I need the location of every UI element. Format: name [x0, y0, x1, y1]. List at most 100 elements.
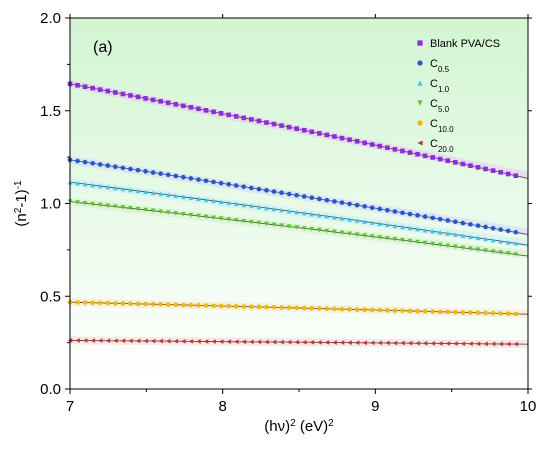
- data-point: [354, 232, 360, 238]
- data-point: [332, 340, 337, 345]
- data-point: [362, 340, 367, 346]
- data-point: [233, 304, 239, 309]
- data-point: [97, 202, 103, 208]
- data-point: [256, 220, 262, 226]
- data-point: [347, 340, 352, 345]
- data-point: [513, 229, 519, 235]
- data-point: [105, 203, 111, 209]
- data-point: [445, 341, 451, 346]
- data-point: [203, 108, 209, 113]
- data-point: [249, 203, 254, 209]
- data-point: [218, 216, 224, 221]
- data-point: [120, 165, 126, 171]
- panel-label: (a): [93, 39, 113, 56]
- data-point: [241, 184, 247, 190]
- data-point: [165, 302, 171, 307]
- data-point: [362, 140, 367, 146]
- legend-marker: [417, 100, 423, 106]
- data-point: [173, 193, 179, 199]
- data-point: [324, 306, 330, 311]
- data-point: [135, 206, 141, 212]
- data-point: [400, 210, 405, 216]
- data-point: [324, 213, 330, 219]
- data-point: [505, 341, 511, 347]
- series-4-points: [67, 299, 519, 317]
- data-point: [128, 166, 133, 172]
- data-point: [339, 135, 345, 141]
- data-point: [483, 248, 488, 253]
- data-point: [430, 155, 435, 160]
- data-point: [90, 161, 95, 166]
- data-point: [294, 126, 299, 132]
- data-point: [347, 231, 352, 237]
- data-point: [181, 194, 186, 200]
- data-point: [332, 134, 337, 139]
- data-point: [158, 191, 163, 197]
- data-point: [135, 338, 141, 344]
- data-point: [369, 220, 375, 225]
- data-point: [173, 102, 179, 107]
- data-point: [188, 212, 194, 218]
- data-point: [453, 219, 458, 225]
- series-3-points: [67, 199, 519, 257]
- data-point: [271, 121, 277, 127]
- data-point: [339, 340, 345, 345]
- data-point: [453, 341, 458, 346]
- data-point: [90, 300, 95, 306]
- data-point: [400, 340, 405, 346]
- data-point: [97, 338, 103, 343]
- series-2-points: [67, 179, 519, 246]
- data-point: [150, 301, 156, 307]
- data-point: [241, 304, 247, 309]
- data-point: [264, 188, 269, 193]
- data-point: [468, 163, 473, 168]
- data-point: [430, 341, 435, 346]
- data-point: [188, 339, 194, 344]
- data-point: [498, 170, 503, 175]
- data-point: [203, 303, 209, 308]
- series-1-points: [67, 157, 519, 235]
- data-point: [317, 306, 322, 311]
- data-point: [362, 219, 367, 224]
- data-point: [468, 234, 473, 240]
- data-point: [505, 239, 511, 245]
- data-point: [264, 120, 269, 125]
- data-point: [286, 224, 292, 229]
- data-point: [256, 118, 262, 124]
- data-point: [415, 213, 420, 218]
- data-point: [173, 211, 179, 216]
- data-point: [294, 209, 299, 215]
- data-point: [82, 159, 88, 165]
- data-point: [233, 183, 239, 188]
- data-point: [415, 340, 420, 346]
- data-point: [392, 237, 398, 242]
- data-point: [483, 236, 488, 242]
- data-point: [513, 241, 519, 246]
- data-point: [422, 341, 428, 346]
- data-point: [392, 209, 398, 214]
- data-point: [362, 204, 367, 209]
- data-point: [301, 226, 307, 231]
- data-point: [437, 230, 443, 235]
- legend-marker: [417, 40, 423, 46]
- data-point: [453, 309, 458, 315]
- data-point: [347, 217, 352, 222]
- data-point: [82, 300, 88, 305]
- data-point: [354, 307, 360, 312]
- data-point: [498, 250, 503, 255]
- data-point: [392, 223, 398, 229]
- data-point: [369, 234, 375, 239]
- data-point: [317, 340, 322, 345]
- x-tick-label: 7: [66, 398, 74, 415]
- data-point: [400, 308, 405, 314]
- data-point: [437, 242, 443, 248]
- data-point: [128, 206, 133, 211]
- data-point: [218, 111, 224, 116]
- data-point: [226, 339, 231, 344]
- data-point: [158, 302, 163, 307]
- data-point: [233, 114, 239, 119]
- data-point: [505, 311, 511, 316]
- data-point: [203, 197, 209, 203]
